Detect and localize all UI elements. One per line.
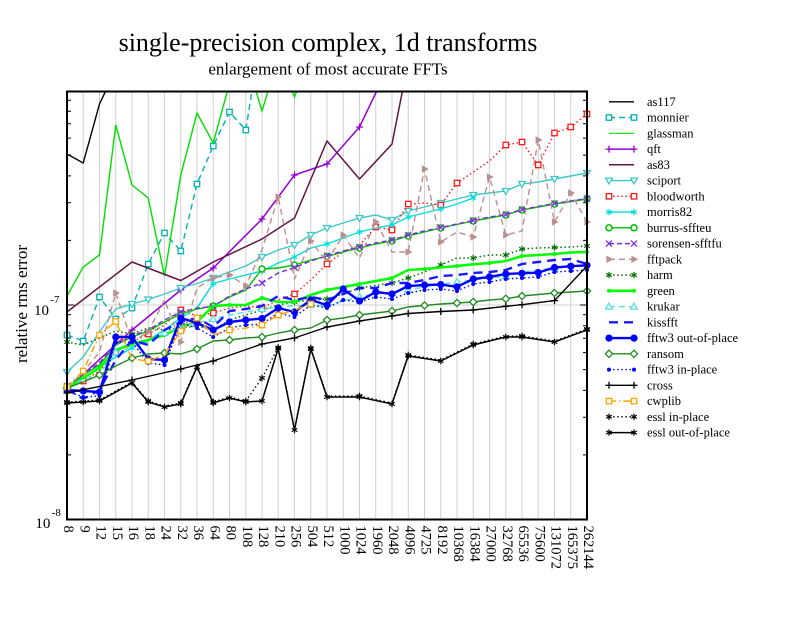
svg-text:fftw3 in-place: fftw3 in-place [647,363,718,377]
svg-text:green: green [647,284,676,298]
svg-text:krukar: krukar [647,300,680,314]
svg-text:4725: 4725 [418,526,434,555]
svg-text:504: 504 [304,526,320,549]
svg-text:32: 32 [174,526,190,541]
svg-text:131072: 131072 [548,526,564,570]
svg-text:1000: 1000 [336,526,352,555]
svg-text:as83: as83 [647,158,670,172]
svg-text:165375: 165375 [564,526,580,570]
svg-text:36: 36 [190,526,206,541]
svg-text:75600: 75600 [531,526,547,562]
svg-text:-8: -8 [52,507,62,519]
svg-text:8192: 8192 [434,526,450,555]
svg-text:qft: qft [647,142,661,156]
svg-text:harm: harm [647,268,673,282]
svg-text:cross: cross [647,378,673,392]
svg-text:16: 16 [125,526,141,541]
svg-text:10368: 10368 [450,526,466,562]
svg-text:1960: 1960 [369,526,385,555]
svg-text:glassman: glassman [647,126,694,140]
svg-text:fftpack: fftpack [647,252,683,266]
svg-text:210: 210 [271,526,287,548]
svg-text:9: 9 [76,526,92,533]
svg-text:essl in-place: essl in-place [647,410,710,424]
svg-text:morris82: morris82 [647,205,692,219]
svg-text:15: 15 [109,526,125,541]
svg-text:18: 18 [141,526,157,541]
svg-text:10: 10 [35,516,50,532]
svg-text:256: 256 [288,526,304,548]
svg-text:80: 80 [223,526,239,541]
svg-text:128: 128 [255,526,271,548]
svg-text:16384: 16384 [466,526,482,563]
svg-text:ransom: ransom [647,347,684,361]
svg-text:2048: 2048 [385,526,401,555]
svg-text:as117: as117 [647,95,676,109]
svg-text:kissfft: kissfft [647,315,679,329]
svg-text:8: 8 [60,526,76,533]
svg-text:108: 108 [239,526,255,548]
svg-text:bloodworth: bloodworth [647,189,705,203]
svg-text:1024: 1024 [353,526,369,556]
svg-text:sorensen-sfftfu: sorensen-sfftfu [647,237,722,251]
svg-text:10: 10 [34,303,49,319]
svg-text:4096: 4096 [401,526,417,555]
svg-text:burrus-sffteu: burrus-sffteu [647,221,712,235]
svg-text:12: 12 [93,526,109,541]
svg-text:sciport: sciport [647,174,682,188]
svg-text:262144: 262144 [580,526,596,570]
svg-text:monnier: monnier [647,111,689,125]
svg-text:64: 64 [206,526,222,541]
svg-text:65536: 65536 [515,526,531,562]
svg-text:single-precision complex, 1d t: single-precision complex, 1d transforms [119,28,538,57]
svg-text:essl out-of-place: essl out-of-place [647,426,730,440]
svg-text:fftw3 out-of-place: fftw3 out-of-place [647,331,739,345]
svg-text:27000: 27000 [483,526,499,562]
svg-text:enlargement of most accurate F: enlargement of most accurate FFTs [208,60,447,79]
svg-text:cwplib: cwplib [647,394,681,408]
svg-text:512: 512 [320,526,336,548]
svg-text:-7: -7 [50,294,60,306]
svg-text:relative rms error: relative rms error [12,245,31,363]
svg-text:24: 24 [158,526,174,541]
svg-text:32768: 32768 [499,526,515,562]
